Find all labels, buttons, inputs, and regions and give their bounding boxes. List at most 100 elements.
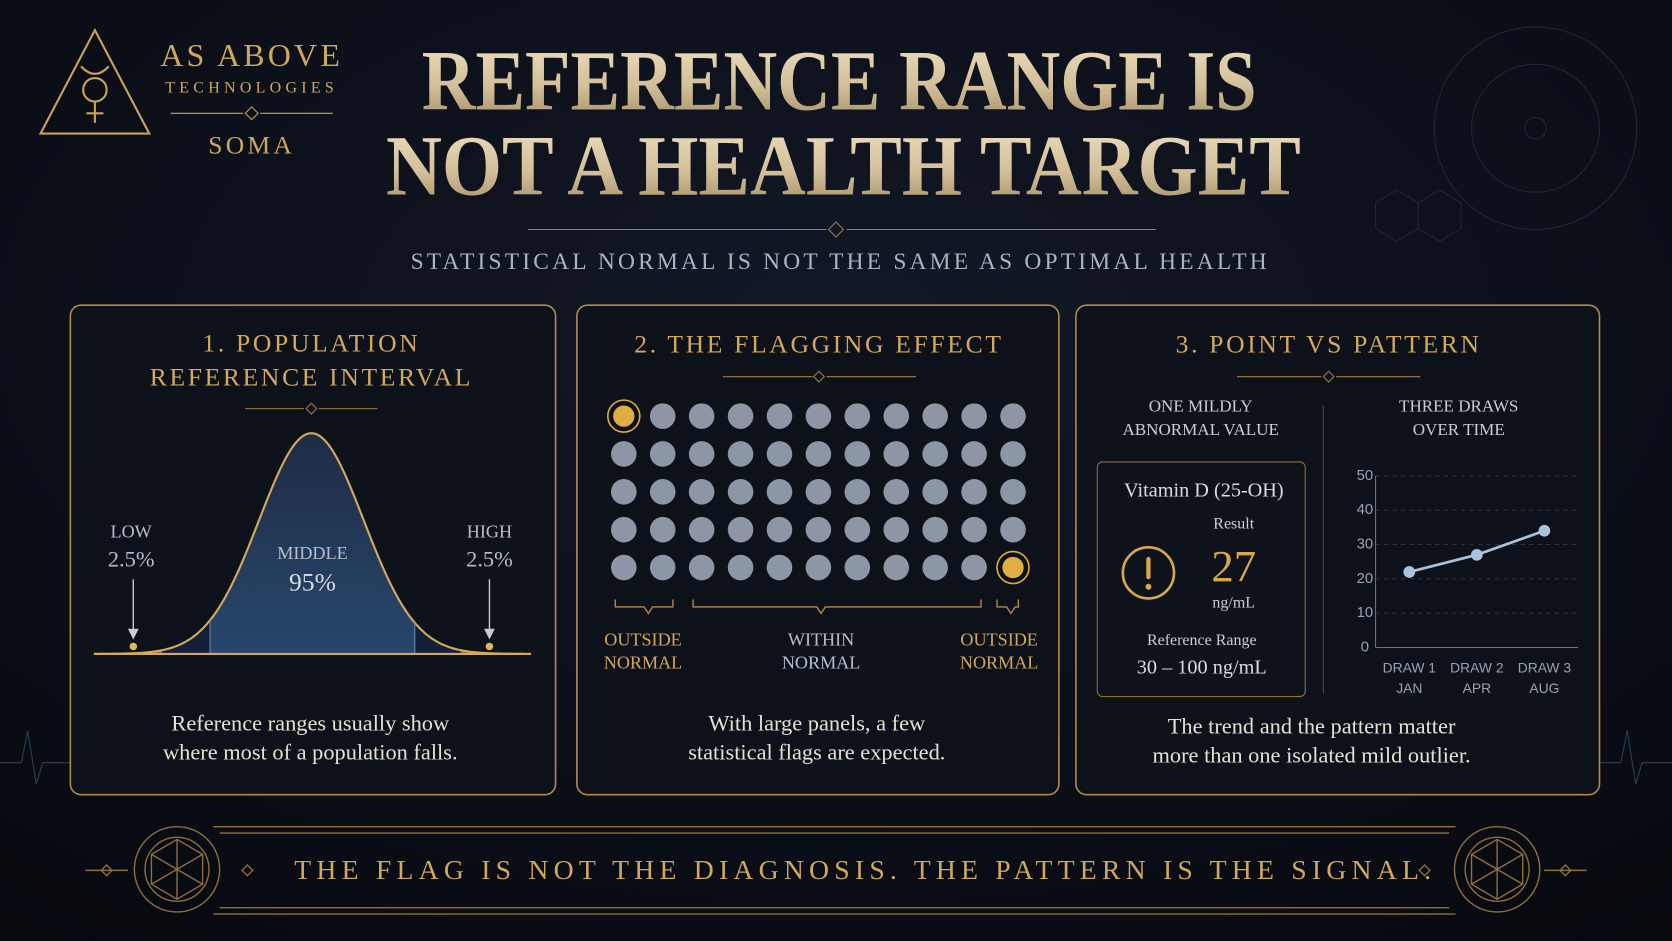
decor-part (1375, 189, 1462, 242)
caption: where most of a population falls. (163, 739, 458, 764)
brand-name: AS ABOVE (160, 38, 343, 73)
tail-label: HIGH (467, 522, 512, 542)
footer-frame-part (144, 836, 210, 902)
panel-title: 3. POINT VS PATTERN (1176, 330, 1482, 359)
dot (688, 403, 715, 429)
trend-chart: 0 10 20 30 40 50 DRAW 1 JAN DRAW 2 APR DRAW 3 AUG (1357, 467, 1579, 696)
panel-title: REFERENCE INTERVAL (150, 363, 473, 392)
dot (883, 479, 910, 505)
result-unit: ng/mL (1212, 594, 1255, 611)
decor-part (1599, 730, 1672, 785)
dot (922, 516, 948, 543)
alert-icon-part (1121, 545, 1176, 600)
group-label: WITHIN (788, 629, 854, 649)
dot (1000, 403, 1026, 429)
arrows-part (127, 628, 139, 640)
x-tick-label: APR (1463, 680, 1492, 696)
panel-title: 1. POPULATION (202, 329, 420, 358)
group-label: NORMAL (782, 653, 860, 673)
caption: With large panels, a few (708, 710, 926, 735)
group-label: OUTSIDE (604, 629, 681, 649)
bell-fill (414, 622, 517, 654)
result-value: 27 (1211, 541, 1256, 591)
flag-ring (996, 550, 1030, 585)
panel-divider-part (1322, 370, 1335, 383)
dot (922, 441, 948, 467)
dot (883, 403, 910, 429)
dot (649, 479, 676, 505)
logo-part (38, 27, 152, 135)
result-label: Result (1213, 516, 1254, 533)
dot (961, 479, 987, 505)
panel-divider-part (305, 402, 318, 415)
point (1538, 524, 1551, 537)
brackets-part (614, 599, 674, 615)
dot (844, 403, 871, 429)
dot (766, 479, 793, 505)
arrows-part (484, 628, 495, 640)
dot (883, 516, 910, 543)
arrows (127, 579, 495, 640)
point (1403, 566, 1416, 578)
y-tick-label: 50 (1357, 467, 1374, 484)
x-tick-label: DRAW 2 (1450, 659, 1504, 675)
middle-percent: 95% (289, 567, 336, 596)
caption: more than one isolated mild outlier. (1153, 742, 1471, 767)
decor-part (1524, 117, 1547, 140)
dot (688, 554, 715, 581)
dot (844, 554, 871, 581)
dot (805, 441, 832, 467)
tail-percent: 2.5% (108, 546, 155, 571)
dot (1000, 479, 1026, 505)
y-tick-label: 10 (1357, 604, 1374, 621)
dot (883, 441, 910, 467)
test-name: Vitamin D (25-OH) (1124, 479, 1284, 501)
panel-divider-part (812, 370, 826, 383)
flagged-dot (1002, 556, 1024, 579)
logo-part (80, 65, 110, 75)
dot (727, 554, 754, 581)
group-label: NORMAL (604, 653, 682, 673)
alert-icon-part (1145, 583, 1152, 590)
dot (805, 403, 832, 429)
y-tick-label: 30 (1357, 535, 1374, 552)
dot (611, 479, 637, 505)
dot (649, 516, 676, 543)
bell-fill (106, 621, 211, 654)
range-value: 30 – 100 ng/mL (1137, 656, 1267, 678)
x-tick-label: AUG (1529, 680, 1559, 696)
panel-divider (722, 370, 916, 383)
footer-frame-part (1470, 838, 1524, 900)
x-tick-label: DRAW 1 (1383, 659, 1437, 675)
brand-divider-part (244, 106, 259, 121)
dot (961, 516, 987, 543)
group-label: NORMAL (960, 653, 1038, 673)
tail-label: LOW (111, 522, 153, 542)
logo-part (86, 101, 104, 123)
bell-outline (93, 432, 532, 655)
footer-frame-part (100, 864, 1572, 877)
caption: statistical flags are expected. (688, 739, 945, 764)
y-tick-label: 20 (1357, 570, 1374, 587)
caption: Reference ranges usually show (171, 710, 450, 735)
dot (766, 403, 793, 429)
dot (844, 441, 871, 467)
middle-label: MIDDLE (277, 543, 347, 563)
panel-title: 2. THE FLAGGING EFFECT (634, 330, 1003, 359)
brand-divider (170, 106, 333, 121)
dot (805, 479, 832, 505)
point (1470, 548, 1483, 561)
footer-text: THE FLAG IS NOT THE DIAGNOSIS. THE PATTE… (294, 854, 1435, 885)
alert-icon (1121, 545, 1176, 600)
caption: The trend and the pattern matter (1168, 714, 1456, 739)
dot (727, 516, 754, 543)
footer-frame-part (1464, 836, 1530, 902)
brackets-part (996, 599, 1020, 615)
dot (961, 441, 987, 467)
column-heading: OVER TIME (1413, 420, 1505, 439)
brackets (614, 599, 1020, 615)
title-line: REFERENCE RANGE IS (422, 34, 1257, 128)
column-heading: THREE DRAWS (1399, 397, 1518, 416)
dot (611, 554, 637, 581)
